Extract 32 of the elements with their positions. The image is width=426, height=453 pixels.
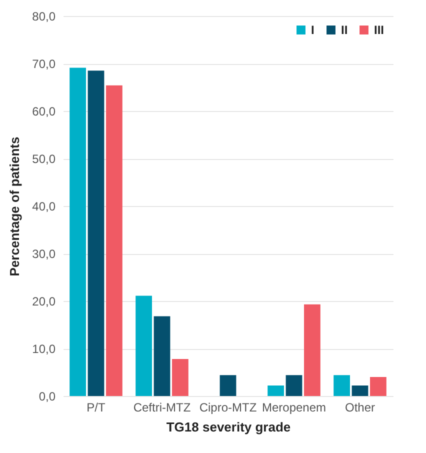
y-tick-label: 10,0 (32, 342, 56, 356)
y-tick-label: 70,0 (32, 57, 56, 71)
y-tick-label: 50,0 (32, 152, 56, 166)
x-tick-label: Meropenem (262, 400, 326, 414)
bar (88, 70, 104, 396)
legend-label: II (341, 23, 348, 37)
bar (136, 296, 152, 396)
bar (172, 358, 188, 396)
bar (370, 377, 386, 396)
bar (304, 304, 320, 396)
x-tick-label: Other (344, 400, 376, 414)
x-tick-label: P/T (86, 400, 106, 414)
y-tick-label: 30,0 (32, 247, 56, 261)
bar (268, 386, 284, 396)
bar (70, 68, 86, 396)
bar (154, 316, 170, 396)
bar (352, 386, 368, 396)
x-axis-title: TG18 severity grade (166, 420, 291, 434)
legend-label: I (311, 23, 314, 37)
bar (106, 85, 122, 396)
y-tick-label: 80,0 (32, 10, 56, 24)
x-tick-label: Ceftri-MTZ (133, 400, 191, 414)
y-tick-label: 60,0 (32, 104, 56, 118)
x-tick-label: Cipro-MTZ (199, 400, 257, 414)
bar (220, 375, 236, 396)
legend-label: III (374, 23, 384, 37)
y-axis-title: Percentage of patients (7, 136, 22, 276)
bar (334, 375, 350, 396)
y-tick-label: 20,0 (32, 294, 56, 308)
y-tick-label: 0,0 (38, 390, 56, 404)
bar (286, 375, 302, 396)
y-tick-label: 40,0 (32, 200, 56, 214)
